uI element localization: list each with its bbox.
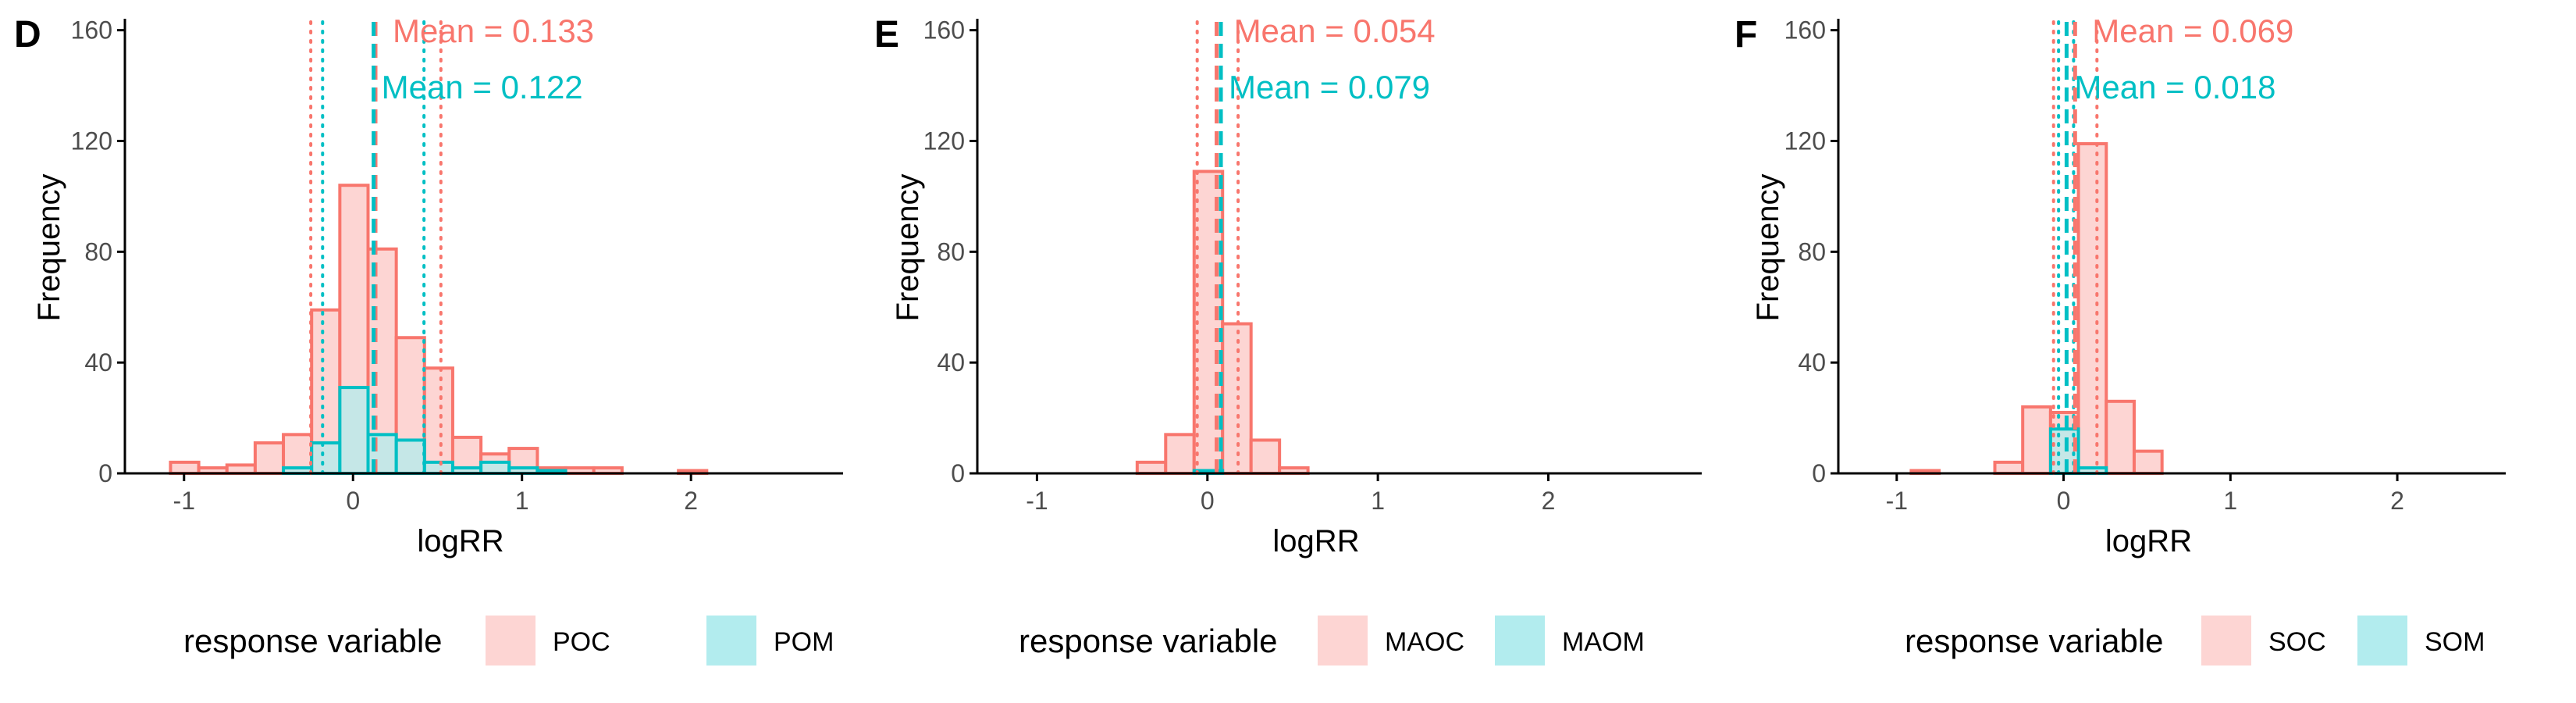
y-axis-label: Frequency <box>1751 174 1785 322</box>
bar-soc-1 <box>1993 460 2025 476</box>
legend-label-maom: MAOM <box>1562 627 1645 657</box>
x-tick-label: 0 <box>346 487 360 515</box>
y-axis-label: Frequency <box>32 174 66 322</box>
y-tick-label: 40 <box>84 348 112 376</box>
mean-annotation-poc: Mean = 0.133 <box>393 12 594 49</box>
y-tick-label: 40 <box>937 348 965 376</box>
y-tick-label: 0 <box>98 459 112 487</box>
x-tick-label: 1 <box>515 487 529 515</box>
mean-annotation-pom: Mean = 0.122 <box>382 69 583 105</box>
legend: response variable SOC SOM <box>1905 616 2485 666</box>
y-tick-label: 80 <box>1798 237 1826 266</box>
x-tick-label: -1 <box>1886 487 1908 515</box>
y-tick-label: 0 <box>951 459 965 487</box>
y-axis-label: Frequency <box>891 174 925 322</box>
x-tick-label: 0 <box>1201 487 1215 515</box>
legend-title: response variable <box>1905 623 2164 659</box>
legend-key-soc <box>2201 616 2251 666</box>
legend-label-poc: POC <box>553 627 610 657</box>
bar-poc-0 <box>169 460 201 476</box>
y-tick-label: 160 <box>71 16 112 45</box>
panel-e: 0 40 80 120 160 -1 0 1 2 logRR Frequency E Mean = 0.… <box>874 12 1702 666</box>
x-axis-label: logRR <box>1272 524 1359 558</box>
mean-annotation-maom: Mean = 0.079 <box>1229 69 1430 105</box>
bar-poc-9 <box>422 366 454 475</box>
y-tick-label: 120 <box>923 127 965 155</box>
x-tick-label: 2 <box>1542 487 1556 515</box>
y-tick-label: 120 <box>71 127 112 155</box>
bar-maoc-0 <box>1135 460 1168 476</box>
x-axis-label: logRR <box>2105 524 2192 558</box>
legend-key-maoc <box>1318 616 1368 666</box>
y-tick-label: 120 <box>1784 127 1826 155</box>
x-tick-label: 2 <box>2390 487 2404 515</box>
panel-label: D <box>14 14 41 55</box>
y-tick-label: 40 <box>1798 348 1826 376</box>
y-tick-label: 160 <box>1784 16 1826 45</box>
legend-title: response variable <box>183 623 443 659</box>
legend-label-pom: POM <box>774 627 834 657</box>
legend: response variable MAOC MAOM <box>1019 616 1645 666</box>
mean-annotation-maoc: Mean = 0.054 <box>1234 12 1436 49</box>
legend-label-som: SOM <box>2425 627 2485 657</box>
bar-pom-4 <box>394 438 426 476</box>
legend: response variable POC POM <box>183 616 834 666</box>
panel-label: F <box>1735 14 1757 55</box>
legend-label-soc: SOC <box>2268 627 2326 657</box>
mean-annotation-soc: Mean = 0.069 <box>2092 12 2293 49</box>
bar-pom-5 <box>422 460 454 476</box>
x-axis-label: logRR <box>417 524 503 558</box>
panel-d: 0 40 80 120 160 -1 0 1 2 logRR Frequency D Mean = 0.… <box>14 12 843 666</box>
panel-f: 0 40 80 120 160 -1 0 1 2 logRR Frequency F Mean = 0.… <box>1735 12 2506 666</box>
x-tick-label: 1 <box>2223 487 2237 515</box>
bar-maoc-4 <box>1249 438 1282 476</box>
x-tick-label: -1 <box>1026 487 1048 515</box>
series-pom <box>282 386 568 476</box>
x-tick-label: -1 <box>173 487 195 515</box>
legend-title: response variable <box>1019 623 1278 659</box>
legend-key-pom <box>706 616 756 666</box>
series-poc <box>169 184 709 476</box>
series-soc <box>1909 142 2164 476</box>
legend-key-maom <box>1495 616 1545 666</box>
legend-key-poc <box>486 616 535 666</box>
bar-pom-7 <box>479 460 511 476</box>
bar-soc-2 <box>2021 405 2052 475</box>
y-tick-label: 160 <box>923 16 965 45</box>
x-tick-label: 2 <box>684 487 698 515</box>
bar-maoc-1 <box>1164 433 1196 476</box>
bar-soc-4 <box>2076 142 2108 475</box>
y-tick-label: 80 <box>937 237 965 266</box>
bar-soc-5 <box>2105 399 2136 476</box>
y-tick-label: 80 <box>84 237 112 266</box>
x-tick-label: 0 <box>2057 487 2071 515</box>
legend-key-som <box>2357 616 2407 666</box>
bar-soc-6 <box>2132 449 2164 475</box>
panel-label: E <box>874 14 899 55</box>
legend-label-maoc: MAOC <box>1385 627 1464 657</box>
y-tick-label: 0 <box>1812 459 1826 487</box>
bar-poc-2 <box>225 463 257 475</box>
bar-poc-3 <box>253 441 286 475</box>
x-tick-label: 1 <box>1371 487 1385 515</box>
bar-pom-1 <box>310 441 342 475</box>
bar-pom-2 <box>338 386 370 475</box>
mean-annotation-som: Mean = 0.018 <box>2074 69 2275 105</box>
